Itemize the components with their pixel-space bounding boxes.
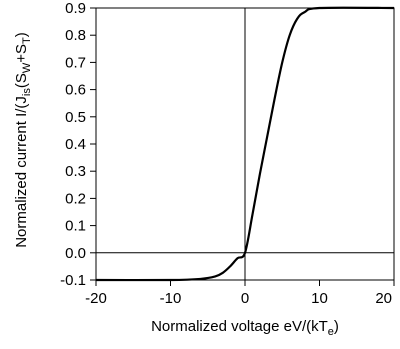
x-axis-label: Normalized voltage eV/(kTe) — [151, 318, 339, 338]
y-axis-label: Normalized current I/(Jis(SW+ST) — [13, 32, 33, 248]
x-axis-label-end: ) — [334, 318, 339, 335]
y-axis-label-sub-is: is — [21, 88, 33, 96]
x-tick-label: 20 — [375, 290, 392, 307]
series-line — [95, 6, 395, 282]
y-tick-label: 0.2 — [65, 190, 86, 207]
x-axis-label-sub: e — [328, 326, 334, 338]
x-tick-label: -10 — [160, 290, 182, 307]
y-tick-label: 0.7 — [65, 54, 86, 71]
y-axis-ticks: 0.9 0.8 0.7 0.6 0.5 0.4 0.3 0.2 0.1 0.0 -0.1 — [60, 0, 96, 289]
x-tick-label: 0 — [241, 290, 249, 307]
y-axis-label-end: ) — [13, 32, 30, 37]
y-axis-label-sub-t: T — [21, 37, 33, 44]
y-tick-label: 0.3 — [65, 163, 86, 180]
x-tick-label: -20 — [85, 290, 107, 307]
y-axis-label-main: Normalized current I/(J — [13, 96, 30, 248]
y-tick-label: 0.1 — [65, 218, 86, 235]
y-axis-label-plus: +S — [13, 44, 30, 63]
x-axis-label-main: Normalized voltage eV/(kT — [151, 318, 328, 335]
y-tick-label: 0.5 — [65, 109, 86, 126]
y-tick-label: 0.4 — [65, 136, 86, 153]
y-tick-label: 0.8 — [65, 27, 86, 44]
x-axis-ticks: -20 -10 0 10 20 — [85, 280, 395, 307]
y-tick-label: 0.0 — [65, 245, 86, 262]
y-tick-label: -0.1 — [60, 272, 86, 289]
y-tick-label: 0.9 — [65, 0, 86, 17]
y-axis-label-mid: (S — [13, 73, 30, 88]
x-tick-label: 10 — [311, 290, 328, 307]
y-axis-label-sub-w: W — [21, 62, 33, 73]
y-tick-label: 0.6 — [65, 82, 86, 99]
